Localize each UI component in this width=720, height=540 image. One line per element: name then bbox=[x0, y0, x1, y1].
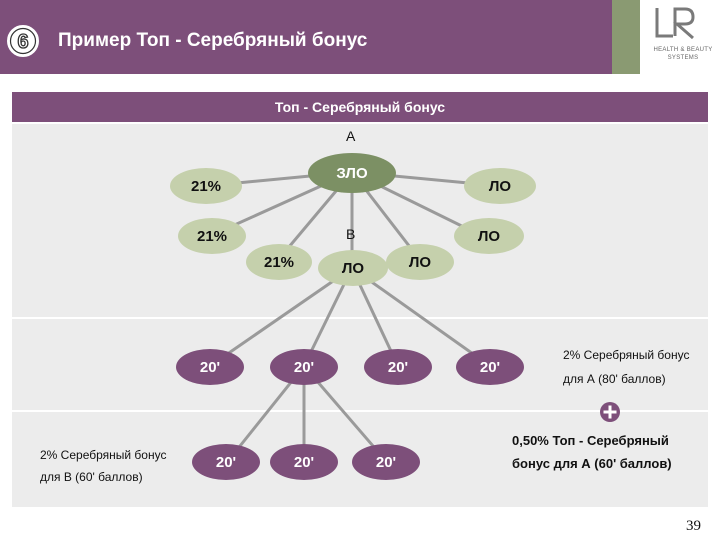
row2-node-2: 20' bbox=[270, 349, 338, 385]
note-bold-line-2: бонус для А (60' баллов) bbox=[512, 456, 672, 471]
left-node-2: 21% bbox=[178, 218, 246, 254]
slide-number-badge: 6 bbox=[7, 25, 39, 57]
label-a: А bbox=[346, 128, 356, 144]
slide-header-bar bbox=[0, 0, 612, 74]
diagram-band-middle bbox=[12, 319, 708, 410]
right-node-1: ЛО bbox=[386, 244, 454, 280]
root-node-zlo: ЗЛО bbox=[308, 153, 396, 193]
row3-node-3: 20' bbox=[352, 444, 420, 480]
row2-node-3: 20' bbox=[364, 349, 432, 385]
center-node-lo: ЛО bbox=[318, 250, 388, 286]
row2-node-4: 20' bbox=[456, 349, 524, 385]
lr-logo-mark-icon bbox=[655, 7, 695, 40]
slide-title: Пример Топ - Серебряный бонус bbox=[58, 30, 368, 51]
left-node-1: 21% bbox=[170, 168, 242, 204]
left-node-3: 21% bbox=[246, 244, 312, 280]
plus-icon bbox=[600, 402, 620, 422]
logo-caption-line-2: SYSTEMS bbox=[667, 55, 699, 61]
header-accent-stripe bbox=[612, 0, 640, 74]
logo-caption: HEALTH & BEAUTY SYSTEMS bbox=[650, 46, 716, 62]
slide-number-text: 6 bbox=[17, 31, 28, 53]
note-left-line-1: 2% Серебряный бонус bbox=[40, 448, 167, 462]
label-b: В bbox=[346, 226, 356, 242]
row2-node-1: 20' bbox=[176, 349, 244, 385]
logo-caption-line-1: HEALTH & BEAUTY bbox=[653, 47, 713, 53]
lr-logo bbox=[640, 0, 720, 74]
right-node-3: ЛО bbox=[464, 168, 536, 204]
right-node-2: ЛО bbox=[454, 218, 524, 254]
page-number: 39 bbox=[686, 518, 701, 534]
row3-node-2: 20' bbox=[270, 444, 338, 480]
note-left-line-2: для В (60' баллов) bbox=[40, 470, 143, 484]
note-right-line-1: 2% Серебряный бонус bbox=[563, 348, 690, 362]
note-bold-line-1: 0,50% Топ - Серебряный bbox=[512, 433, 669, 448]
panel-title: Топ - Серебряный бонус bbox=[12, 92, 708, 122]
note-right-line-2: для А (80' баллов) bbox=[563, 372, 666, 386]
row3-node-1: 20' bbox=[192, 444, 260, 480]
